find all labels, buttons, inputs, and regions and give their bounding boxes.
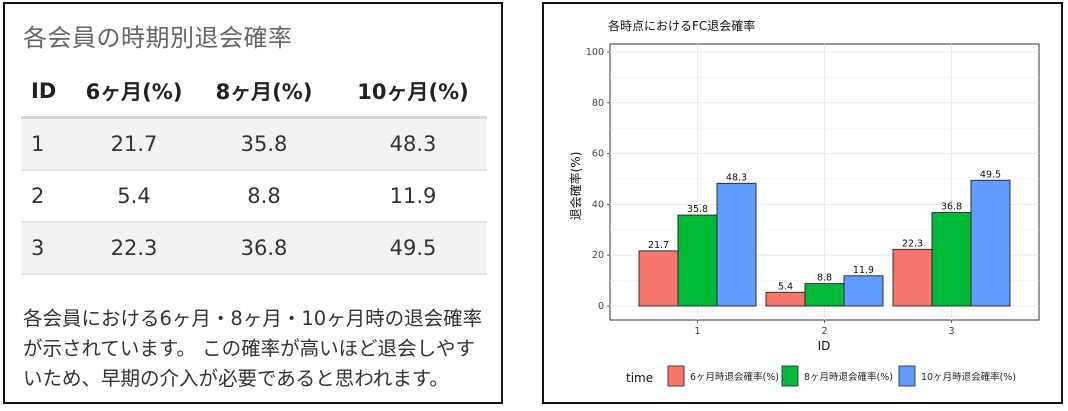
cell-10m: 48.3 <box>389 132 437 156</box>
bar-value-label: 22.3 <box>902 238 923 249</box>
bar <box>931 212 972 307</box>
cell-id: 3 <box>31 236 45 260</box>
bar-value-label: 5.4 <box>778 281 793 292</box>
legend-label: 8ヶ月時退会確率(%) <box>804 371 893 383</box>
bar-value-label: 11.9 <box>853 265 874 276</box>
withdrawal-table: ID 6ヶ月(%) 8ヶ月(%) 10ヶ月(%) 1 21.7 35.8 48.… <box>21 66 487 275</box>
legend-label: 6ヶ月時退会確率(%) <box>690 371 779 383</box>
y-tick-label: 40 <box>592 199 604 210</box>
bar-value-label: 49.5 <box>980 169 1001 180</box>
header-8m: 8ヶ月(%) <box>215 80 313 104</box>
y-tick-label: 0 <box>598 301 604 312</box>
cell-6m: 21.7 <box>110 132 158 156</box>
bar-value-label: 8.8 <box>817 273 832 284</box>
chart-panel: 各時点におけるFC退会確率 21.7 35.8 48.3 5.4 8.8 11.9 22.3… <box>542 2 1063 404</box>
legend-swatch <box>781 365 799 387</box>
y-tick-label: 80 <box>592 98 604 109</box>
legend: time 6ヶ月時退会確率(%) 8ヶ月時退会確率(%) 10ヶ月時退会確率(%) <box>626 365 1016 387</box>
table-row: 3 22.3 36.8 49.5 <box>21 223 487 275</box>
legend-title: time <box>626 371 653 385</box>
bar <box>804 283 845 307</box>
cell-6m: 5.4 <box>117 184 151 208</box>
axes: 0 20 40 60 80 100 1 2 3 <box>586 47 955 337</box>
cell-10m: 11.9 <box>389 184 437 208</box>
bar-value-label: 35.8 <box>687 204 708 215</box>
cell-10m: 49.5 <box>389 236 437 260</box>
x-tick-label: 3 <box>948 326 954 337</box>
bar <box>765 291 806 307</box>
header-id: ID <box>31 79 57 103</box>
cell-id: 1 <box>31 132 45 156</box>
table-row: 1 21.7 35.8 48.3 <box>21 119 487 171</box>
bar <box>638 250 679 307</box>
x-tick-label: 2 <box>821 326 827 337</box>
header-divider <box>21 116 487 119</box>
y-tick-label: 20 <box>592 250 604 261</box>
cell-8m: 35.8 <box>240 132 288 156</box>
x-axis-label: ID <box>818 339 831 353</box>
table-row: 2 5.4 8.8 11.9 <box>21 171 487 223</box>
bar-value-label: 48.3 <box>726 172 747 183</box>
x-tick-label: 1 <box>694 326 700 337</box>
bar <box>677 214 718 307</box>
y-tick-label: 60 <box>592 149 604 160</box>
cell-id: 2 <box>31 184 45 208</box>
data-labels: 21.7 35.8 48.3 5.4 8.8 11.9 22.3 36.8 49.5 <box>648 169 1001 292</box>
legend-label: 10ヶ月時退会確率(%) <box>921 371 1016 383</box>
table-title: 各会員の時期別退会確率 <box>23 24 293 52</box>
y-tick-label: 100 <box>586 47 604 58</box>
header-10m: 10ヶ月(%) <box>357 80 469 104</box>
cell-6m: 22.3 <box>110 236 158 260</box>
bar-chart: 各時点におけるFC退会確率 21.7 35.8 48.3 5.4 8.8 11.9 22.3… <box>568 18 1040 387</box>
bar <box>843 275 884 307</box>
bar <box>716 182 757 307</box>
table-description: 各会員における6ヶ月・8ヶ月・10ヶ月時の退会確率 が示されています。 この確率… <box>23 304 493 394</box>
description-line: が示されています。 この確率が高いほど退会しやす <box>23 337 475 360</box>
bars <box>638 179 1011 307</box>
y-axis-label: 退会確率(%) <box>568 152 583 221</box>
cell-8m: 36.8 <box>240 236 288 260</box>
bar-value-label: 21.7 <box>648 240 669 251</box>
cell-8m: 8.8 <box>247 184 281 208</box>
chart-title: 各時点におけるFC退会確率 <box>608 18 755 33</box>
description-line: いため、早期の介入が必要であると思われます。 <box>23 367 449 390</box>
bar <box>892 248 933 307</box>
bar <box>970 179 1011 307</box>
table-panel: 各会員の時期別退会確率 ID 6ヶ月(%) 8ヶ月(%) 10ヶ月(%) 1 2… <box>3 2 503 404</box>
header-6m: 6ヶ月(%) <box>85 80 183 104</box>
bar-value-label: 36.8 <box>941 202 962 213</box>
legend-swatch <box>898 365 916 387</box>
description-line: 各会員における6ヶ月・8ヶ月・10ヶ月時の退会確率 <box>23 307 483 330</box>
legend-swatch <box>667 365 685 387</box>
table-header-row: ID 6ヶ月(%) 8ヶ月(%) 10ヶ月(%) <box>21 66 487 116</box>
